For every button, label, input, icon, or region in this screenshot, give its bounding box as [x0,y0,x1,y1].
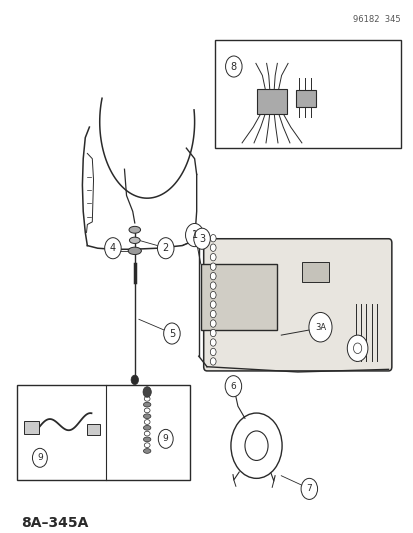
Circle shape [353,343,361,353]
Circle shape [225,376,241,397]
Circle shape [185,223,203,247]
Circle shape [104,238,121,259]
Circle shape [158,430,173,448]
Text: 4: 4 [109,243,116,253]
Circle shape [210,235,216,242]
Ellipse shape [129,227,140,233]
Circle shape [300,478,317,499]
Circle shape [210,310,216,318]
Bar [17,385,190,480]
Circle shape [230,413,281,478]
Ellipse shape [144,397,150,401]
Circle shape [210,254,216,261]
Ellipse shape [144,419,150,424]
Bar [24,421,39,434]
Text: 2: 2 [162,243,169,253]
Circle shape [131,375,138,385]
Text: 6: 6 [230,382,236,391]
Bar [301,262,328,282]
Circle shape [210,282,216,289]
Text: 9: 9 [162,434,168,443]
Text: 5: 5 [169,328,175,338]
Text: 3A: 3A [314,322,325,332]
Circle shape [210,301,216,308]
Text: 8: 8 [230,61,236,71]
Ellipse shape [128,247,141,255]
Circle shape [225,56,242,77]
Circle shape [210,263,216,270]
Ellipse shape [143,425,150,430]
Ellipse shape [143,437,150,442]
FancyBboxPatch shape [203,239,391,371]
Circle shape [210,348,216,356]
Circle shape [347,335,367,361]
Circle shape [163,323,180,344]
Bar [200,264,276,330]
Circle shape [244,431,268,461]
Ellipse shape [143,402,150,407]
Circle shape [143,387,151,397]
Ellipse shape [144,408,150,413]
Bar [215,40,400,148]
Circle shape [157,238,173,259]
Circle shape [210,244,216,252]
Ellipse shape [129,237,140,244]
Circle shape [210,320,216,327]
Bar [87,424,100,434]
Circle shape [32,448,47,467]
Circle shape [210,292,216,299]
Bar [295,90,316,107]
Text: 8A–345A: 8A–345A [21,516,88,530]
Circle shape [210,329,216,337]
Circle shape [193,228,210,249]
Circle shape [210,339,216,346]
Text: 3: 3 [199,234,204,244]
Text: 1: 1 [191,230,197,240]
Circle shape [210,358,216,365]
Ellipse shape [143,449,150,454]
Ellipse shape [143,414,150,418]
Text: 96182  345: 96182 345 [352,15,400,25]
Text: 9: 9 [37,454,43,462]
Ellipse shape [144,431,150,436]
Circle shape [308,312,331,342]
Circle shape [210,272,216,280]
Ellipse shape [144,443,150,448]
Text: 7: 7 [306,484,311,494]
Bar [256,88,287,114]
